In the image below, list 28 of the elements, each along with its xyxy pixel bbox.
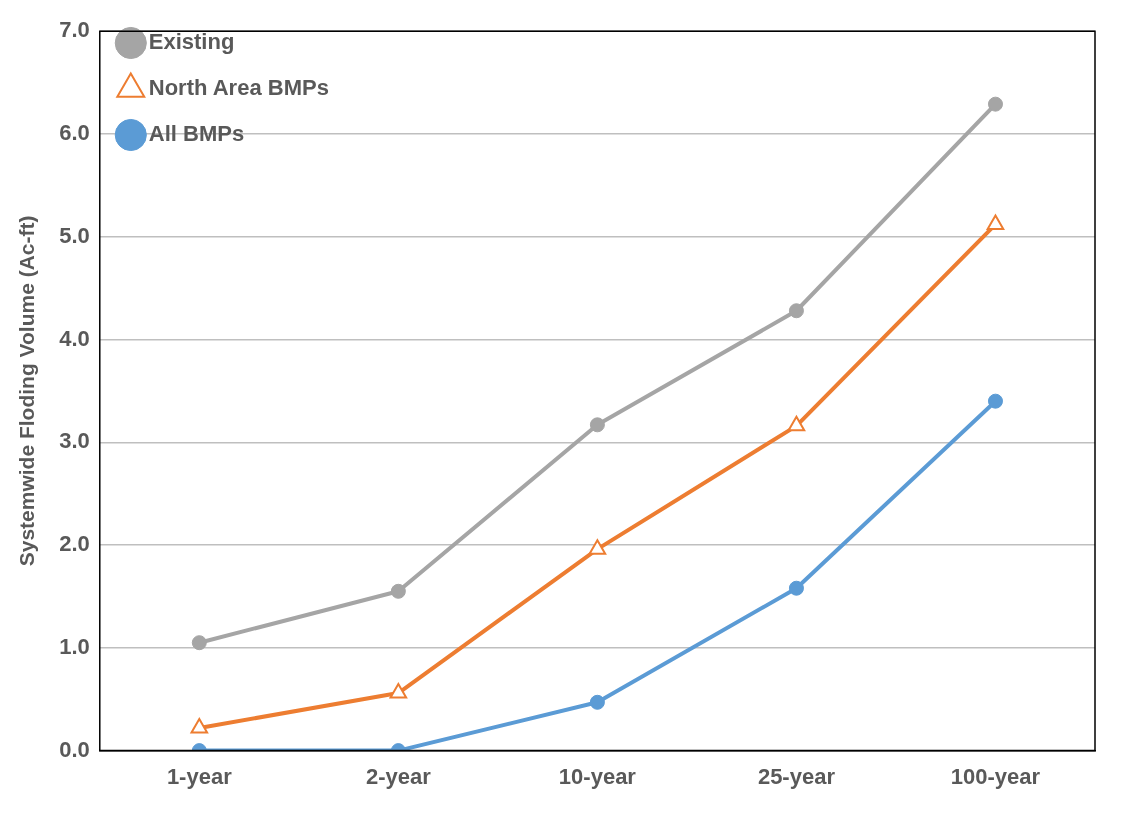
- point: [390, 583, 406, 599]
- point: [589, 417, 605, 433]
- point: [788, 303, 804, 319]
- point: [589, 694, 605, 710]
- x-tick-label: 10-year: [558, 763, 637, 789]
- point: [389, 683, 408, 699]
- y-tick-label: 3.0: [59, 428, 90, 454]
- y-tick-label: 7.0: [59, 17, 90, 43]
- point: [987, 393, 1003, 409]
- y-tick-label: 2.0: [59, 531, 90, 557]
- point: [190, 717, 209, 734]
- y-axis-title: Systemwide Floding Volume (Ac-ft): [15, 215, 39, 567]
- point: [787, 415, 806, 432]
- y-tick-label: 5.0: [59, 222, 90, 248]
- x-tick-label: 1-year: [166, 763, 233, 789]
- point: [788, 580, 804, 596]
- y-tick-label: 0.0: [59, 736, 90, 762]
- legend-label: Existing: [148, 29, 235, 55]
- x-tick-label: 2-year: [365, 763, 432, 789]
- legend-label: All BMPs: [148, 121, 245, 147]
- point: [987, 96, 1003, 112]
- x-tick-label: 100-year: [950, 763, 1041, 789]
- y-tick-label: 1.0: [59, 633, 90, 659]
- legend-label: North Area BMPs: [148, 75, 329, 101]
- x-tick-label: 25-year: [757, 763, 836, 789]
- y-tick-label: 6.0: [59, 120, 90, 146]
- y-tick-label: 4.0: [59, 325, 90, 351]
- point: [588, 539, 607, 555]
